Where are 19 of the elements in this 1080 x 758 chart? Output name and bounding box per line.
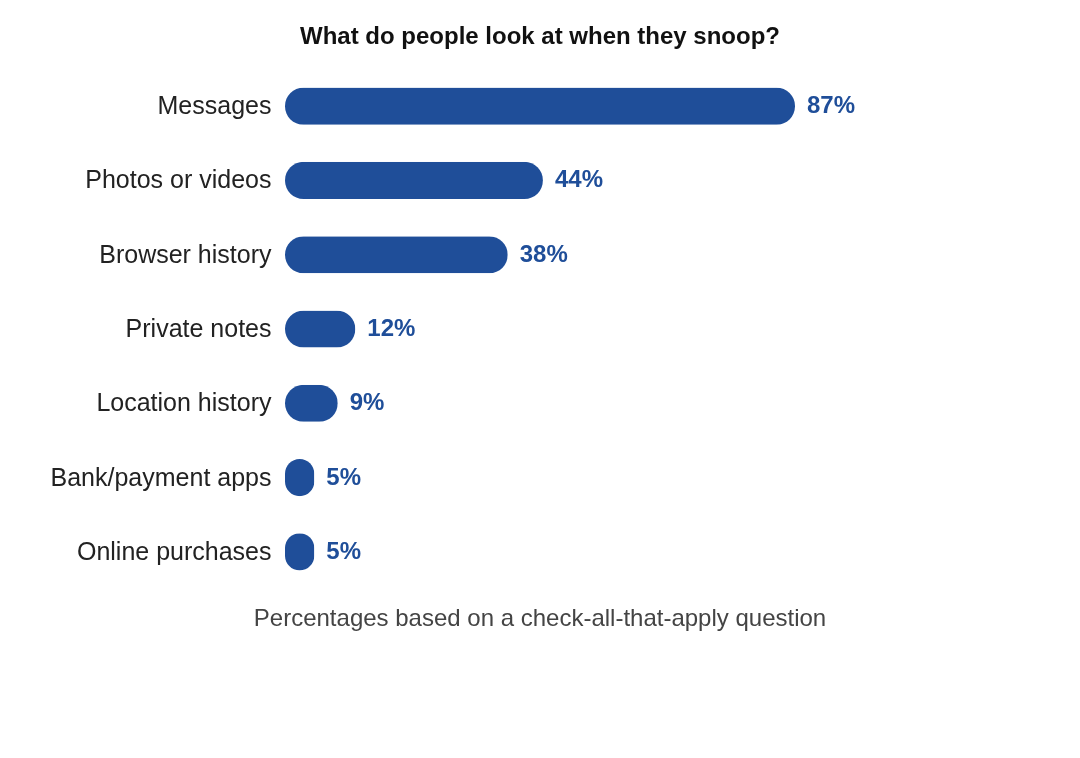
data-label: 38%	[519, 239, 568, 267]
data-label: 9%	[349, 388, 385, 416]
text: Percentages based on a check-all-that-apply question	[253, 604, 827, 631]
y-tick-label: Location history	[96, 388, 272, 417]
bar	[285, 87, 795, 125]
data-label: 87%	[807, 91, 856, 119]
y-tick-label: Bank/payment apps	[50, 462, 272, 491]
chart-title: What do people look at when they snoop?	[300, 22, 780, 49]
y-tick-label: Messages	[157, 91, 272, 120]
bar	[285, 161, 543, 199]
y-tick-label: Online purchases	[76, 536, 272, 565]
data-label: 12%	[367, 314, 416, 341]
y-tick-label: Photos or videos	[85, 165, 272, 194]
data-label: 5%	[326, 536, 361, 564]
y-tick-label: Private notes	[125, 314, 272, 342]
data-label: 5%	[326, 462, 361, 490]
data-label: 44%	[554, 165, 603, 193]
y-tick-label: Browser history	[99, 239, 272, 268]
bar	[285, 236, 508, 274]
